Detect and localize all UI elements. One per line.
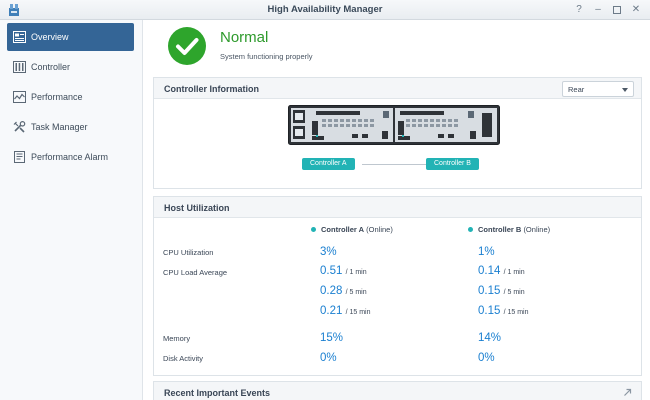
cpu-utilization-label: CPU Utilization <box>163 248 214 257</box>
sidebar-item-performance[interactable]: Performance <box>7 83 134 111</box>
window-title: High Availability Manager <box>267 4 383 15</box>
cpu-utilization-b-value: 1% <box>478 246 495 258</box>
main-content: Normal System functioning properly Contr… <box>143 20 650 400</box>
load-unit: / 1 min <box>503 269 525 276</box>
server-rear-image <box>288 105 500 145</box>
sidebar-item-performance-alarm[interactable]: Performance Alarm <box>7 143 134 171</box>
close-icon[interactable]: ✕ <box>631 4 641 15</box>
app-icon <box>9 4 19 16</box>
chevron-down-icon <box>622 88 628 92</box>
help-icon[interactable]: ? <box>576 4 582 15</box>
load-unit: / 15 min <box>503 309 529 316</box>
panel-header: Host Utilization <box>154 197 641 218</box>
panel-title: Host Utilization <box>164 203 230 213</box>
panel-title: Controller Information <box>164 84 259 94</box>
controller-link-line <box>362 164 426 165</box>
sidebar-item-label: Overview <box>31 32 69 42</box>
cpu-load-5min-a: 0.28 / 5 min <box>320 285 367 297</box>
load-value: 0.15 <box>478 285 501 297</box>
panel-title: Recent Important Events <box>164 388 271 398</box>
disk-activity-b-value: 0% <box>478 352 495 364</box>
view-select[interactable]: Rear <box>562 81 634 97</box>
controller-b-state: (Online) <box>523 225 551 234</box>
load-unit: / 15 min <box>345 309 371 316</box>
controller-a-header: Controller A (Online) <box>321 225 393 234</box>
overview-icon <box>13 31 26 43</box>
host-utilization-panel: Host Utilization Controller A (Online) C… <box>153 196 642 376</box>
task-manager-icon <box>13 121 26 133</box>
controller-a-state: (Online) <box>366 225 393 234</box>
load-value: 0.51 <box>320 265 343 277</box>
sidebar-item-label: Task Manager <box>31 122 88 132</box>
performance-icon <box>13 91 26 103</box>
sidebar-item-controller[interactable]: Controller <box>7 53 134 81</box>
sidebar-item-label: Performance <box>31 92 83 102</box>
performance-alarm-icon <box>14 151 25 163</box>
status-subtitle: System functioning properly <box>220 52 313 61</box>
disk-activity-a-value: 0% <box>320 352 337 364</box>
controller-information-panel: Controller Information Rear <box>153 77 642 189</box>
recent-events-panel: Recent Important Events <box>153 381 642 400</box>
controller-b-header: Controller B (Online) <box>478 225 550 234</box>
load-unit: / 5 min <box>503 289 525 296</box>
sidebar-item-label: Performance Alarm <box>31 152 109 162</box>
sidebar-item-overview[interactable]: Overview <box>7 23 134 51</box>
cpu-load-average-label: CPU Load Average <box>163 268 228 277</box>
load-value: 0.28 <box>320 285 343 297</box>
controller-icon <box>13 61 26 73</box>
memory-a-value: 15% <box>320 332 344 344</box>
cpu-load-15min-b: 0.15 / 15 min <box>478 305 529 317</box>
title-bar: High Availability Manager ? – ✕ <box>0 0 650 20</box>
cpu-load-15min-a: 0.21 / 15 min <box>320 305 371 317</box>
memory-b-value: 14% <box>478 332 502 344</box>
load-unit: / 1 min <box>345 269 367 276</box>
expand-icon[interactable] <box>623 388 632 397</box>
cpu-utilization-a-value: 3% <box>320 246 337 258</box>
sidebar: Overview Controller Performance Task Man… <box>0 20 143 400</box>
cpu-load-1min-a: 0.51 / 1 min <box>320 265 367 277</box>
status-title: Normal <box>220 29 269 46</box>
cpu-load-5min-b: 0.15 / 5 min <box>478 285 525 297</box>
load-unit: / 5 min <box>345 289 367 296</box>
panel-header: Recent Important Events <box>154 382 641 400</box>
online-status-dot <box>311 227 316 232</box>
load-value: 0.14 <box>478 265 501 277</box>
controller-b-tag[interactable]: Controller B <box>426 158 479 170</box>
controller-b-name: Controller B <box>478 225 522 234</box>
memory-label: Memory <box>163 334 191 343</box>
status-ok-icon <box>168 27 206 65</box>
minimize-icon[interactable]: – <box>595 4 601 15</box>
view-select-value: Rear <box>568 85 585 94</box>
maximize-icon[interactable] <box>611 4 623 16</box>
panel-header: Controller Information Rear <box>154 78 641 99</box>
controller-a-tag[interactable]: Controller A <box>302 158 355 170</box>
disk-activity-label: Disk Activity <box>163 354 204 363</box>
load-value: 0.15 <box>478 305 501 317</box>
sidebar-item-task-manager[interactable]: Task Manager <box>7 113 134 141</box>
load-value: 0.21 <box>320 305 343 317</box>
controller-a-name: Controller A <box>321 225 365 234</box>
online-status-dot <box>468 227 473 232</box>
sidebar-item-label: Controller <box>31 62 71 72</box>
cpu-load-1min-b: 0.14 / 1 min <box>478 265 525 277</box>
